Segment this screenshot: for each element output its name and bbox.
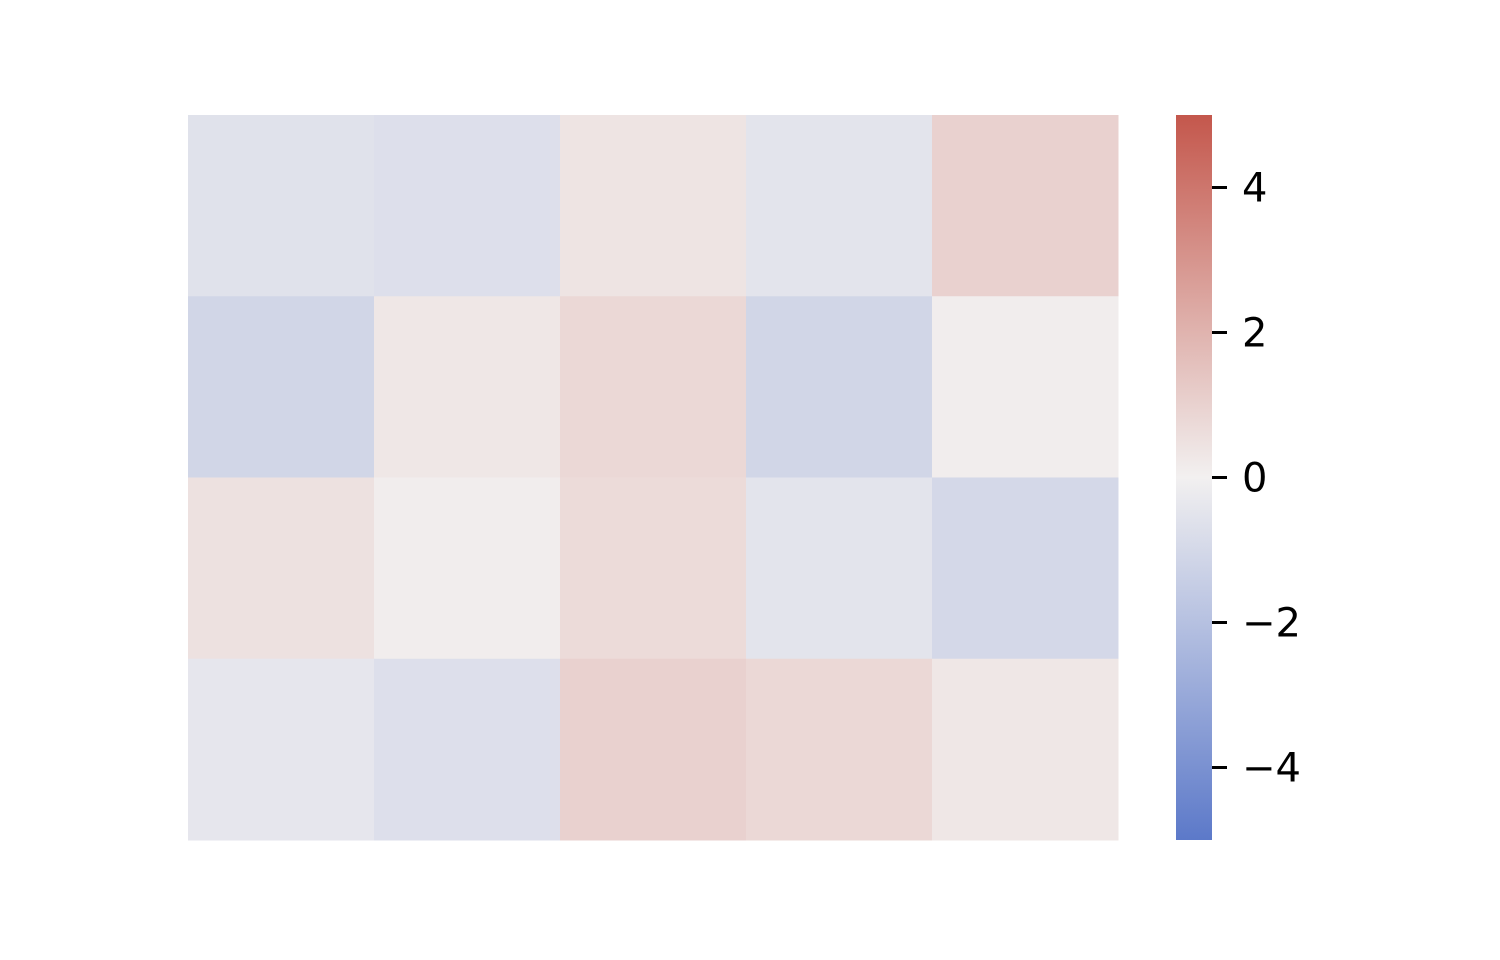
heatmap-cell-r1-c2	[560, 296, 747, 478]
colorbar-tick-label: −4	[1242, 746, 1301, 792]
colorbar-tick-label: −2	[1242, 601, 1301, 647]
heatmap-cell-r2-c4	[932, 477, 1119, 660]
heatmap-cell-r0-c2	[560, 115, 747, 297]
heatmap-cell-r3-c0	[188, 658, 375, 841]
heatmap-cell-r1-c4	[932, 296, 1119, 478]
heatmap-cell-r0-c3	[746, 115, 933, 297]
heatmap-cell-r0-c1	[374, 115, 561, 297]
colorbar-tick-label: 2	[1242, 311, 1267, 357]
colorbar-ticks: 4 2 0 −2 −4	[1212, 166, 1301, 792]
heatmap-cell-r0-c4	[932, 115, 1119, 297]
colorbar-tick-label: 4	[1242, 166, 1267, 212]
heatmap-cell-r3-c3	[746, 658, 933, 841]
colorbar-tick-label: 0	[1242, 456, 1267, 502]
heatmap-cell-r2-c3	[746, 477, 933, 660]
heatmap-cell-r2-c2	[560, 477, 747, 660]
heatmap-cell-r1-c3	[746, 296, 933, 478]
heatmap-cell-r3-c4	[932, 658, 1119, 841]
heatmap-cell-r1-c1	[374, 296, 561, 478]
heatmap-cell-r2-c1	[374, 477, 561, 660]
heatmap-cell-r1-c0	[188, 296, 375, 478]
heatmap-cells	[188, 115, 1119, 841]
heatmap-cell-r3-c2	[560, 658, 747, 841]
heatmap-cell-r2-c0	[188, 477, 375, 660]
colorbar	[1176, 115, 1212, 840]
heatmap-cell-r0-c0	[188, 115, 375, 297]
heatmap-cell-r3-c1	[374, 658, 561, 841]
